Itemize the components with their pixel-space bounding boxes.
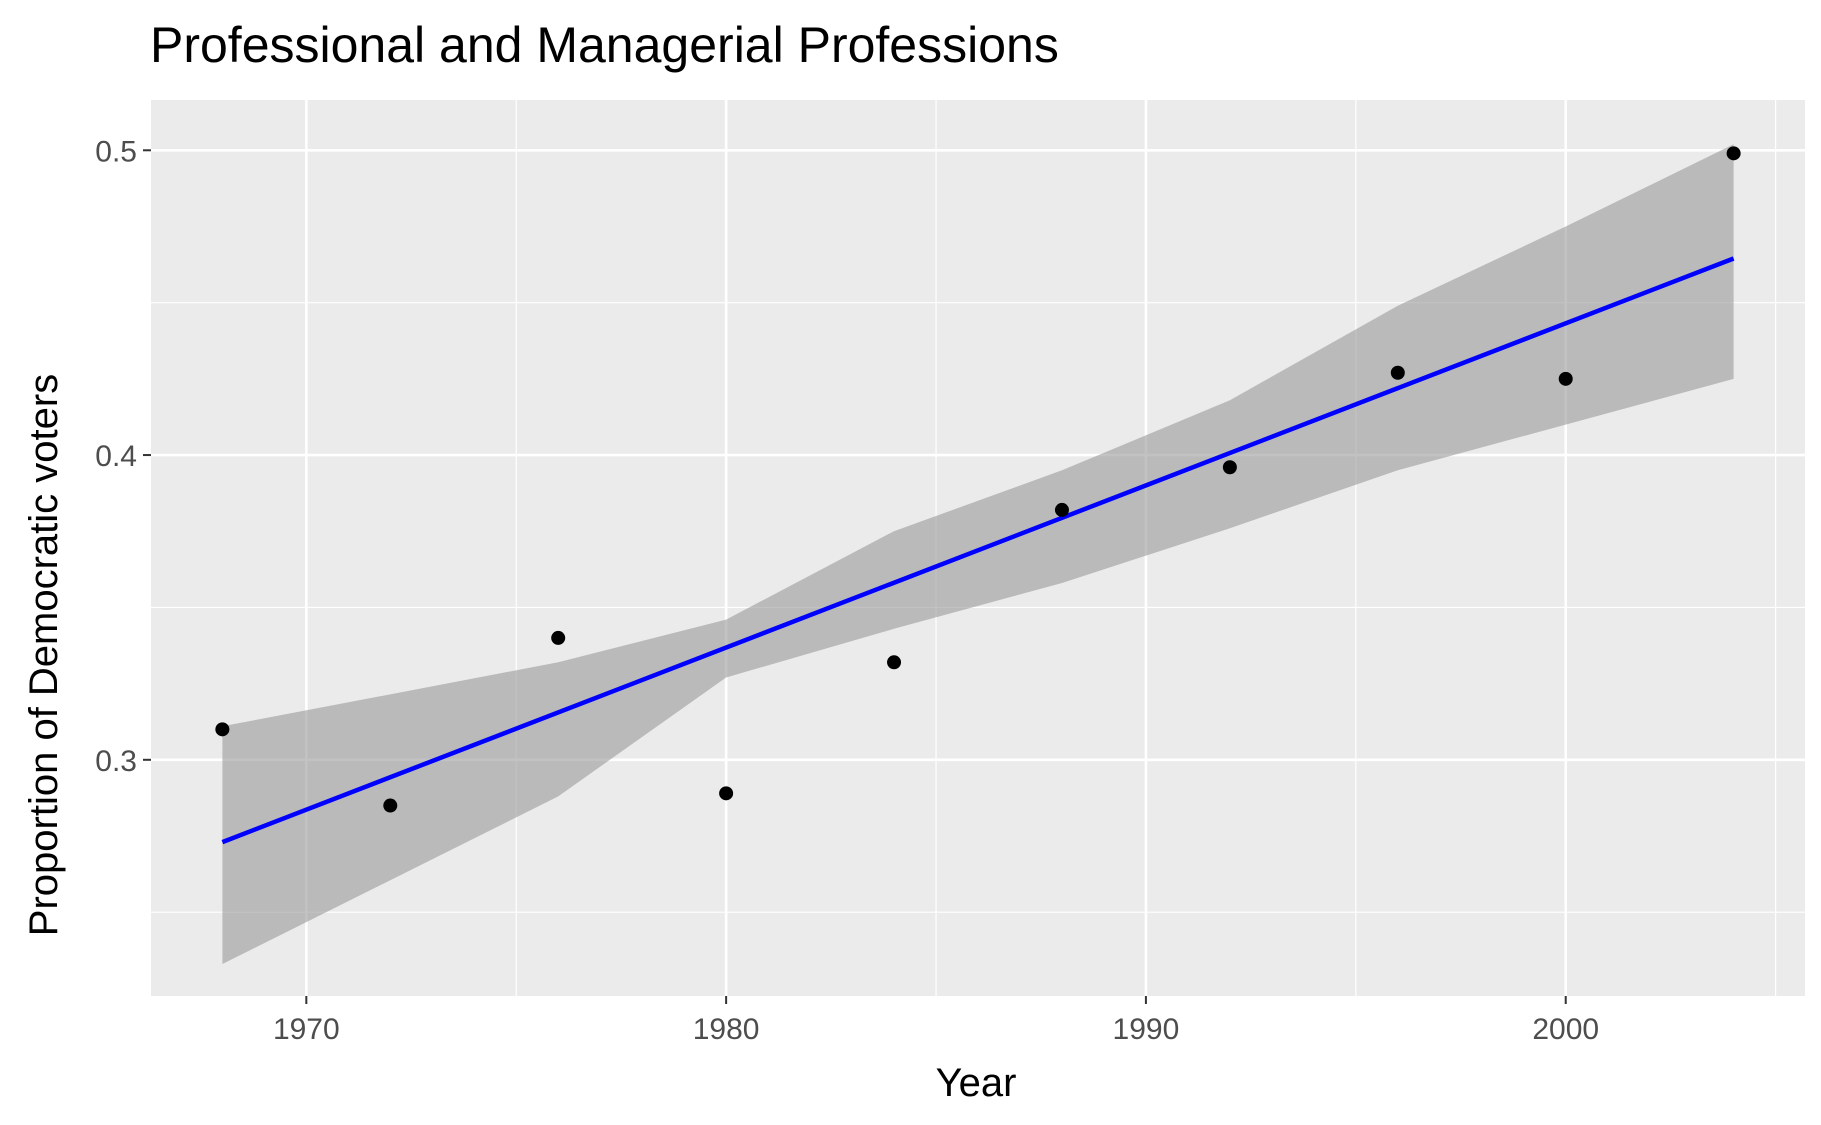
x-tick-label: 1970 <box>273 1013 340 1046</box>
y-axis-ticks: 0.3 0.4 0.5 <box>95 135 151 778</box>
y-tick-label: 0.5 <box>95 135 137 168</box>
x-axis-title: Year <box>936 1061 1017 1105</box>
data-point <box>383 798 398 813</box>
confidence-band <box>222 144 1734 964</box>
data-point <box>215 722 230 737</box>
y-tick-label: 0.3 <box>95 745 137 778</box>
x-tick-label: 1990 <box>1113 1013 1180 1046</box>
y-tick-label: 0.4 <box>95 440 137 473</box>
points-layer <box>215 146 1741 813</box>
confidence-band-layer <box>222 144 1734 964</box>
data-point <box>1054 502 1069 517</box>
x-axis-ticks: 1970 1980 1990 2000 <box>273 996 1599 1046</box>
data-point <box>1390 365 1405 380</box>
data-point <box>1558 371 1573 386</box>
y-axis-title: Proportion of Democratic voters <box>22 374 66 936</box>
chart-title: Professional and Managerial Professions <box>150 17 1059 73</box>
data-point <box>887 655 902 670</box>
x-tick-label: 2000 <box>1532 1013 1599 1046</box>
data-point <box>1726 146 1741 161</box>
fit-line-layer <box>221 256 1735 845</box>
data-point <box>719 786 734 801</box>
data-point <box>551 630 566 645</box>
data-point <box>1222 460 1237 475</box>
trend-line <box>221 256 1735 845</box>
x-tick-label: 1980 <box>693 1013 760 1046</box>
